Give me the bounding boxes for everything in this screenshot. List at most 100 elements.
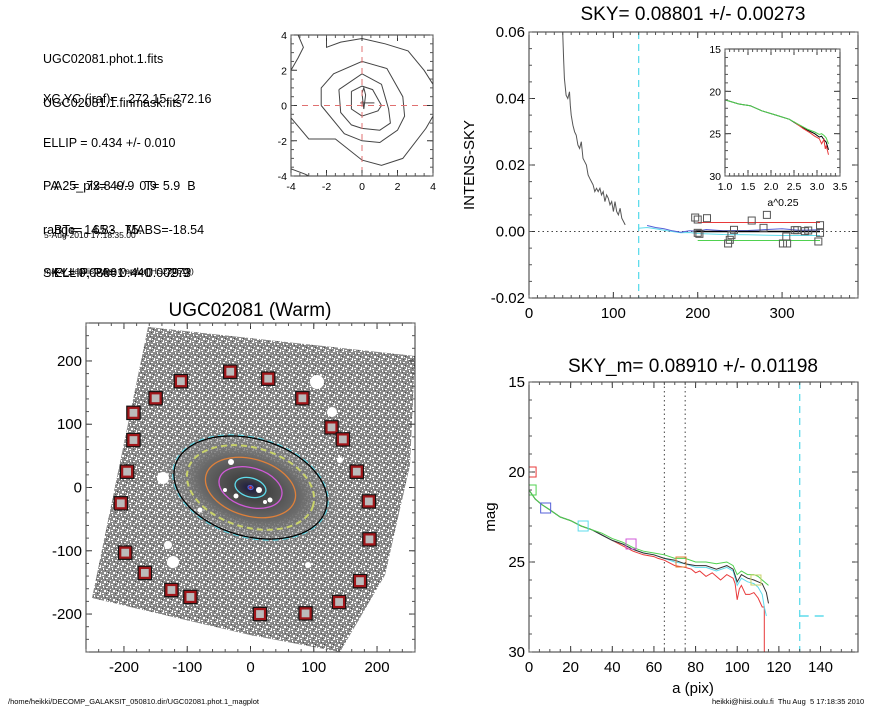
sky-plot-title: SKY= 0.08801 +/- 0.00273 [580, 4, 805, 25]
inset-xtick-label: 3.5 [833, 181, 848, 193]
mag-xtick-label: 100 [725, 659, 750, 676]
mag-xtick-label: 80 [687, 659, 704, 676]
info-bt: BT= 14.83 MABS=-18.54 [54, 222, 205, 237]
inset-frame [724, 48, 841, 177]
sky-point [804, 226, 813, 235]
sky-box-inner [184, 590, 197, 604]
sky-box [362, 532, 377, 547]
contour-line [291, 168, 310, 176]
sky-point [790, 226, 799, 235]
sky-box-outer [137, 565, 153, 581]
sky-point [759, 223, 768, 232]
image-xtick-label: -100 [172, 659, 202, 676]
sky-box-inner [149, 392, 162, 405]
sky-point [693, 215, 702, 224]
sky-box-inner [127, 406, 140, 419]
inset-ytick-label: 30 [709, 171, 721, 183]
sky-ytick-label: 0.00 [496, 224, 525, 241]
sky-box-outer [295, 391, 310, 406]
sky-box-outer [352, 573, 368, 589]
info-range: range= 65.- 75. [43, 222, 143, 237]
sky-box-inner [224, 365, 237, 378]
mag-xtick-label: 120 [766, 659, 791, 676]
mag-xtick-label: 40 [604, 659, 621, 676]
sky-box-outer [223, 364, 238, 379]
inset-xlabel: a^0.25 [767, 197, 798, 209]
mag-ytick-label: 15 [508, 374, 525, 391]
info-a25: A25_pix= 49.9 T= 5.9 B [54, 179, 196, 193]
sky-box-inner [114, 497, 127, 510]
contour-xtick-label: 4 [430, 181, 436, 193]
isophote-ellipse [234, 476, 267, 499]
sky-box [352, 573, 368, 589]
sky-box-outer [117, 545, 133, 560]
info-file-phot: UGC02081.phot.1.fits [43, 52, 164, 66]
image-xtick-label: -200 [109, 659, 139, 676]
sky-box [183, 589, 198, 605]
sky-box [252, 606, 268, 622]
contour-line [291, 35, 304, 71]
mag-marker [625, 538, 637, 550]
inset-xtick-label: 1.5 [741, 181, 756, 193]
sky-xtick-label: 300 [770, 305, 795, 322]
isophote-ellipse [185, 444, 316, 531]
contour-xtick-label: 0 [359, 181, 365, 193]
contour-line [350, 85, 383, 117]
sky-box-outer [119, 464, 135, 479]
sky-plot-ylabel: INTENS-SKY [461, 120, 478, 210]
sky-point [782, 232, 791, 241]
sky-box [361, 494, 377, 509]
sky-box-inner [127, 433, 140, 447]
sky-point [727, 231, 736, 240]
sky-point [695, 229, 704, 238]
sky-box-outer [126, 432, 141, 448]
info-date: 5-Aug-2010 17:18:35.00 [44, 230, 136, 240]
mag-marker [529, 484, 537, 496]
contour-ytick-label: 0 [281, 101, 287, 113]
info-files: UGC02081.phot.1.fits UGC02081.1.finmask.… [43, 23, 182, 125]
sky-point [725, 235, 734, 244]
sky-box [335, 432, 351, 447]
mag-marker [540, 502, 552, 514]
contour-xtick-label: -4 [286, 181, 295, 193]
sky-box [173, 373, 189, 389]
image-xtick-label: 100 [301, 659, 326, 676]
sky-box [148, 391, 163, 406]
sky-box [137, 565, 153, 581]
isophote-ellipse [204, 456, 297, 519]
image-ytick-label: -100 [52, 543, 82, 560]
sky-box [349, 464, 365, 479]
sky-box-inner [165, 583, 178, 597]
info-ellip: ELLIP = 0.434 +/- 0.010 [43, 135, 176, 150]
mag-series-black [529, 489, 769, 604]
contour-line [291, 115, 433, 166]
inset-ytick-label: 15 [709, 44, 721, 56]
sky-box-inner [362, 495, 375, 508]
contour-xtick-label: 2 [395, 181, 401, 193]
sky-box-inner [174, 375, 188, 388]
sky-box-inner [296, 392, 309, 405]
mag-xtick-label: 20 [562, 659, 579, 676]
mag-ytick-label: 20 [508, 464, 525, 481]
sky-box [295, 391, 310, 406]
inset-series-green [725, 99, 829, 144]
inset-xtick-label: 2.0 [764, 181, 779, 193]
sky-box-outer [148, 391, 163, 406]
mag-marker [577, 520, 589, 532]
sky-box-outer [113, 496, 129, 511]
contour-line [361, 86, 367, 110]
sky-box-outer [331, 594, 347, 610]
image-ytick-label: 200 [57, 353, 82, 370]
image-ytick-label: -200 [52, 606, 82, 623]
sky-box-inner [336, 433, 349, 446]
sky-box-inner [138, 566, 151, 580]
sky-point [778, 239, 787, 248]
mag-marker [529, 466, 537, 478]
sky-box-outer [349, 464, 365, 479]
info-derived: A25_pix= 49.9 T= 5.9 B BT= 14.83 MABS=-1… [54, 150, 204, 295]
info-program: make_datalist0.pro (version HS230610) [44, 266, 194, 276]
footer-user-stamp: heikki@hiisi.oulu.fi Thu Aug 5 17:18:35 … [712, 697, 865, 706]
isophote-ellipse [247, 484, 254, 491]
mag-marker [675, 556, 687, 568]
contour-xtick-label: -2 [322, 181, 331, 193]
